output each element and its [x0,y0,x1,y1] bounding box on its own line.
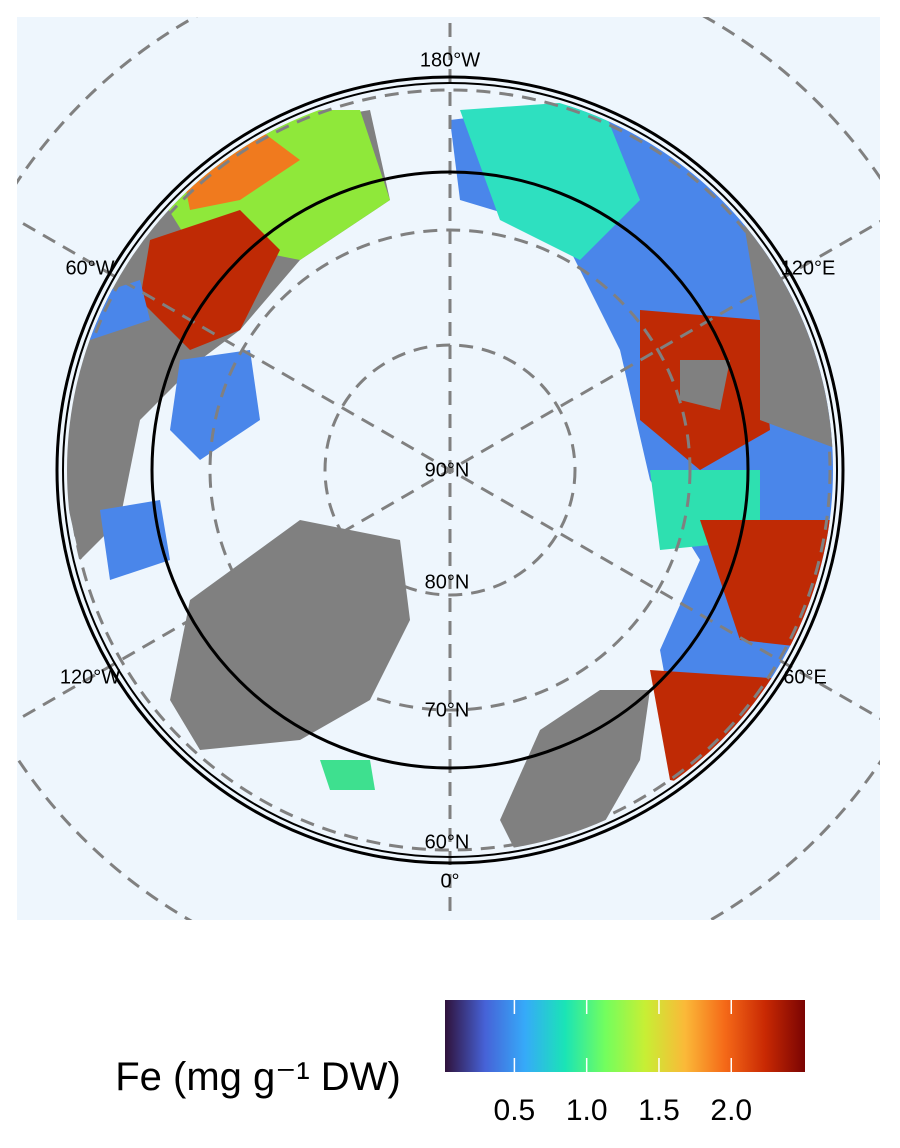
parallel-label: 80°N [425,571,470,593]
parallel-label: 70°N [425,699,470,721]
meridian-label: 120°W [60,666,120,688]
colorbar-tick-label: 2.0 [710,1094,752,1127]
colorbar [445,1000,805,1072]
parallel-label: 90°N [425,459,470,481]
colorbar-tick-label: 1.5 [638,1094,680,1127]
colorbar-tick-label: 1.0 [566,1094,608,1127]
land [67,100,833,853]
meridian-label: 60°E [783,666,827,688]
map-labels: 180°W 120°E 60°E 0° 60°W 120°W 90°N 80°N 70°N 60°… [60,49,835,892]
meridian-line [17,220,880,722]
meridian-label: 0° [440,870,459,892]
legend: Fe (mg g⁻¹ DW) 0.5 1.0 1.5 2.0 [115,1000,805,1127]
parallel-line [68,88,832,852]
colorbar-tick-label: 0.5 [494,1094,536,1127]
parallel-label: 60°N [425,831,470,853]
frame-rings [55,75,845,865]
meridian-label: 60°W [65,257,114,279]
meridian-label: 180°W [420,49,480,71]
legend-title: Fe (mg g⁻¹ DW) [115,1055,401,1099]
meridian-label: 120°E [781,257,836,279]
